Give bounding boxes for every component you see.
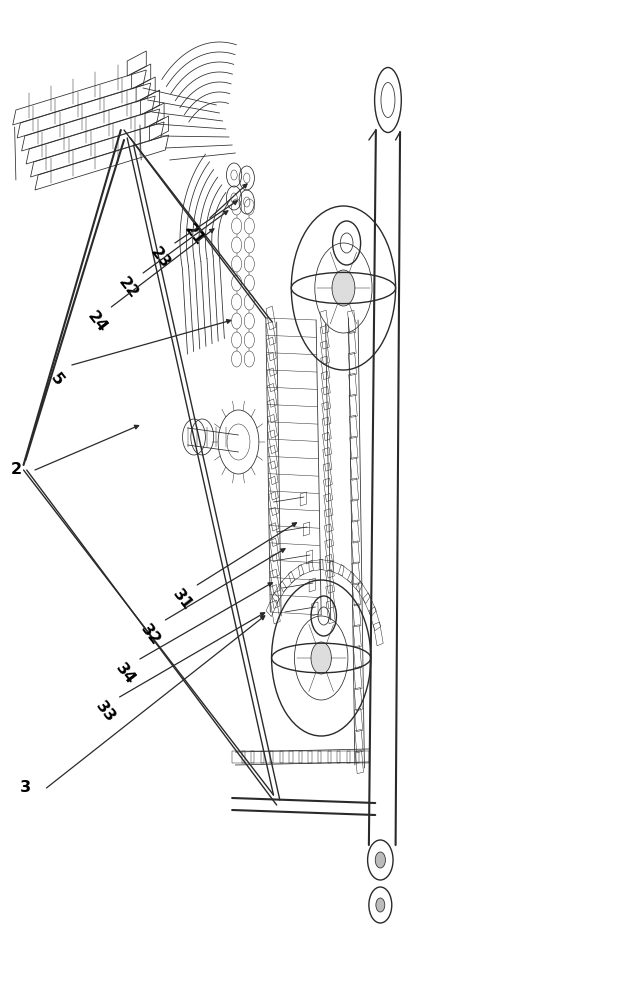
Text: 24: 24 [84, 309, 109, 335]
Text: 22: 22 [116, 275, 141, 301]
Circle shape [332, 270, 355, 306]
Text: 33: 33 [92, 699, 118, 725]
Text: 21: 21 [181, 222, 207, 248]
Circle shape [311, 642, 331, 674]
Circle shape [375, 852, 385, 868]
Text: 34: 34 [113, 661, 138, 687]
Text: 31: 31 [170, 587, 195, 613]
Text: 3: 3 [20, 780, 31, 796]
Text: 2: 2 [10, 462, 22, 478]
Circle shape [376, 898, 385, 912]
Text: 5: 5 [48, 371, 67, 389]
Text: 23: 23 [148, 245, 173, 271]
Text: 32: 32 [138, 622, 163, 648]
